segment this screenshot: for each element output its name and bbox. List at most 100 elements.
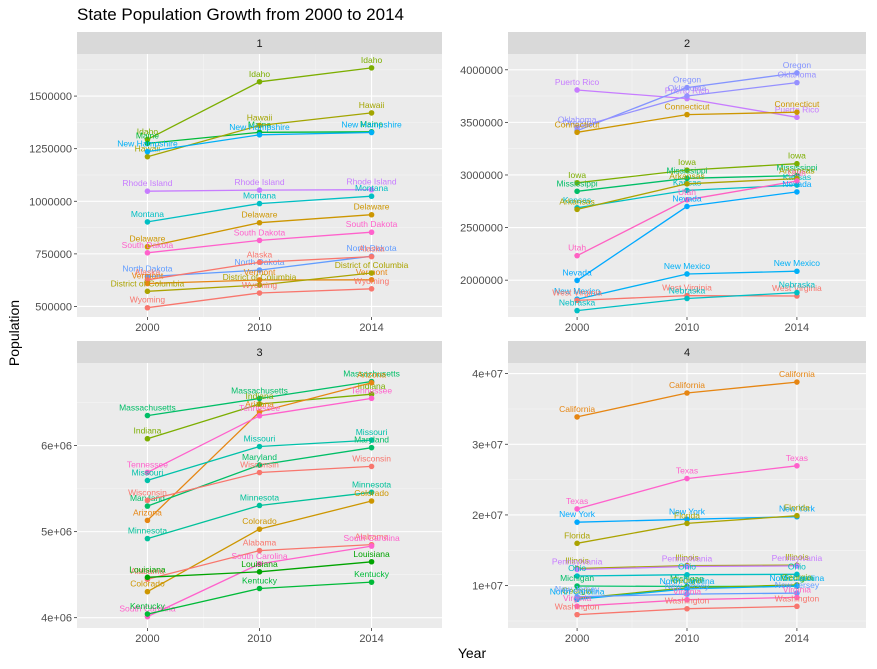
- data-label: Montana: [243, 191, 276, 201]
- data-label: Iowa: [568, 170, 586, 180]
- data-label: California: [559, 404, 595, 414]
- data-label: South Dakota: [122, 240, 174, 250]
- panel-3: 3 4e+06 5e+06 6e+06 2000 2010 2014 Massachusett…: [41, 341, 442, 645]
- data-label: Florida: [784, 503, 810, 513]
- data-point: [684, 475, 690, 482]
- data-label: South Dakota: [234, 227, 286, 237]
- data-label: New Mexico: [664, 261, 711, 271]
- series-district-of-columbia: District of Columbia District of Columbia…: [111, 260, 409, 295]
- data-label: Pennsylvania: [552, 556, 603, 566]
- data-label: Pennsylvania: [772, 553, 823, 563]
- data-point: [368, 65, 375, 71]
- series-new-jersey: New Jersey New Jersey New Jersey: [555, 580, 820, 600]
- data-label: Wisconsin: [352, 453, 391, 463]
- data-point: [684, 516, 690, 523]
- data-point: [256, 469, 263, 476]
- data-point: [144, 288, 151, 295]
- y-tick-label: 2500000: [460, 223, 503, 235]
- data-label: Nevada: [672, 193, 702, 203]
- data-label: Arkansas: [559, 196, 594, 206]
- chart-title: State Population Growth from 2000 to 201…: [77, 5, 404, 24]
- data-label: West Virginia: [772, 283, 822, 293]
- data-point: [794, 189, 800, 195]
- y-tick-label: 3000000: [460, 170, 503, 182]
- y-tick-label: 3500000: [460, 117, 503, 129]
- data-point: [684, 390, 690, 396]
- series-virginia: Virginia Virginia Virginia: [563, 584, 811, 610]
- y-tick-label: 6e+06: [41, 441, 72, 453]
- data-point: [794, 379, 800, 385]
- data-point: [794, 160, 800, 167]
- data-label: Virginia: [563, 593, 591, 603]
- y-tick-label: 1250000: [29, 144, 72, 156]
- data-point: [256, 547, 263, 554]
- data-point: [794, 563, 800, 569]
- data-label: Washington: [555, 602, 600, 612]
- data-label: Idaho: [137, 126, 159, 136]
- y-tick-label: 5e+06: [41, 527, 72, 539]
- data-label: Indiana: [358, 381, 386, 391]
- y-tick-label: 1000000: [29, 196, 72, 208]
- data-label: District of Columbia: [111, 278, 185, 288]
- data-point: [256, 131, 263, 138]
- data-point: [368, 579, 375, 585]
- data-point: [368, 110, 375, 116]
- data-label: Utah: [788, 168, 806, 178]
- data-label: Massachusetts: [231, 386, 288, 396]
- data-point: [144, 535, 151, 542]
- x-tick-label: 2000: [565, 633, 589, 645]
- data-label: Oregon: [563, 118, 592, 128]
- data-label: North Dakota: [122, 264, 172, 274]
- y-tick-label: 1e+07: [472, 581, 503, 593]
- data-label: Texas: [566, 496, 588, 506]
- panel-2: 2 2000000 2500000 3000000 3500000 4000000 2000…: [460, 32, 866, 334]
- data-label: Puerto Rico: [555, 77, 600, 87]
- data-label: South Carolina: [343, 533, 400, 543]
- series-wisconsin: Wisconsin Wisconsin Wisconsin: [128, 453, 391, 504]
- data-label: Nebraska: [559, 298, 596, 308]
- data-label: New Mexico: [774, 258, 821, 268]
- panel-strip: [508, 32, 866, 54]
- data-label: Alabama: [243, 538, 277, 548]
- data-label: Iowa: [788, 151, 806, 161]
- data-point: [144, 517, 151, 524]
- data-point: [684, 520, 690, 527]
- data-label: Delaware: [129, 234, 165, 244]
- data-point: [574, 307, 580, 314]
- data-point: [256, 585, 263, 592]
- data-label: Wisconsin: [128, 487, 167, 497]
- data-label: Indiana: [133, 426, 161, 436]
- data-point: [144, 497, 151, 504]
- data-label: Georgia: [782, 572, 813, 582]
- data-point: [574, 519, 580, 525]
- series-florida: Florida Florida Florida: [564, 503, 810, 547]
- data-label: Michigan: [560, 573, 594, 583]
- panel-strip-label: 1: [256, 38, 262, 50]
- data-point: [368, 444, 375, 451]
- data-label: Kansas: [563, 195, 591, 205]
- data-label: Tennessee: [351, 385, 392, 395]
- x-tick-label: 2000: [135, 633, 159, 645]
- data-label: Nevada: [782, 179, 812, 189]
- data-label: Delaware: [354, 202, 390, 212]
- panel-strip: [77, 32, 442, 54]
- series-rhode-island: Rhode Island Rhode Island Rhode Island: [122, 177, 397, 194]
- data-label: Arizona: [357, 370, 386, 380]
- data-point: [684, 84, 690, 91]
- data-point: [256, 462, 263, 468]
- data-label: Ohio: [678, 562, 696, 572]
- x-tick-label: 2000: [135, 322, 159, 334]
- data-label: New Jersey: [665, 581, 710, 591]
- data-point: [144, 588, 151, 595]
- data-point: [256, 443, 263, 450]
- data-point: [574, 179, 580, 186]
- data-point: [144, 469, 151, 476]
- data-label: Rhode Island: [122, 178, 172, 188]
- data-point: [684, 175, 690, 182]
- data-point: [574, 573, 580, 579]
- series-washington: Washington Washington Washington: [555, 593, 819, 618]
- data-point: [256, 526, 263, 532]
- data-point: [368, 193, 375, 200]
- data-label: New York: [669, 506, 706, 516]
- data-label: Ohio: [788, 561, 806, 571]
